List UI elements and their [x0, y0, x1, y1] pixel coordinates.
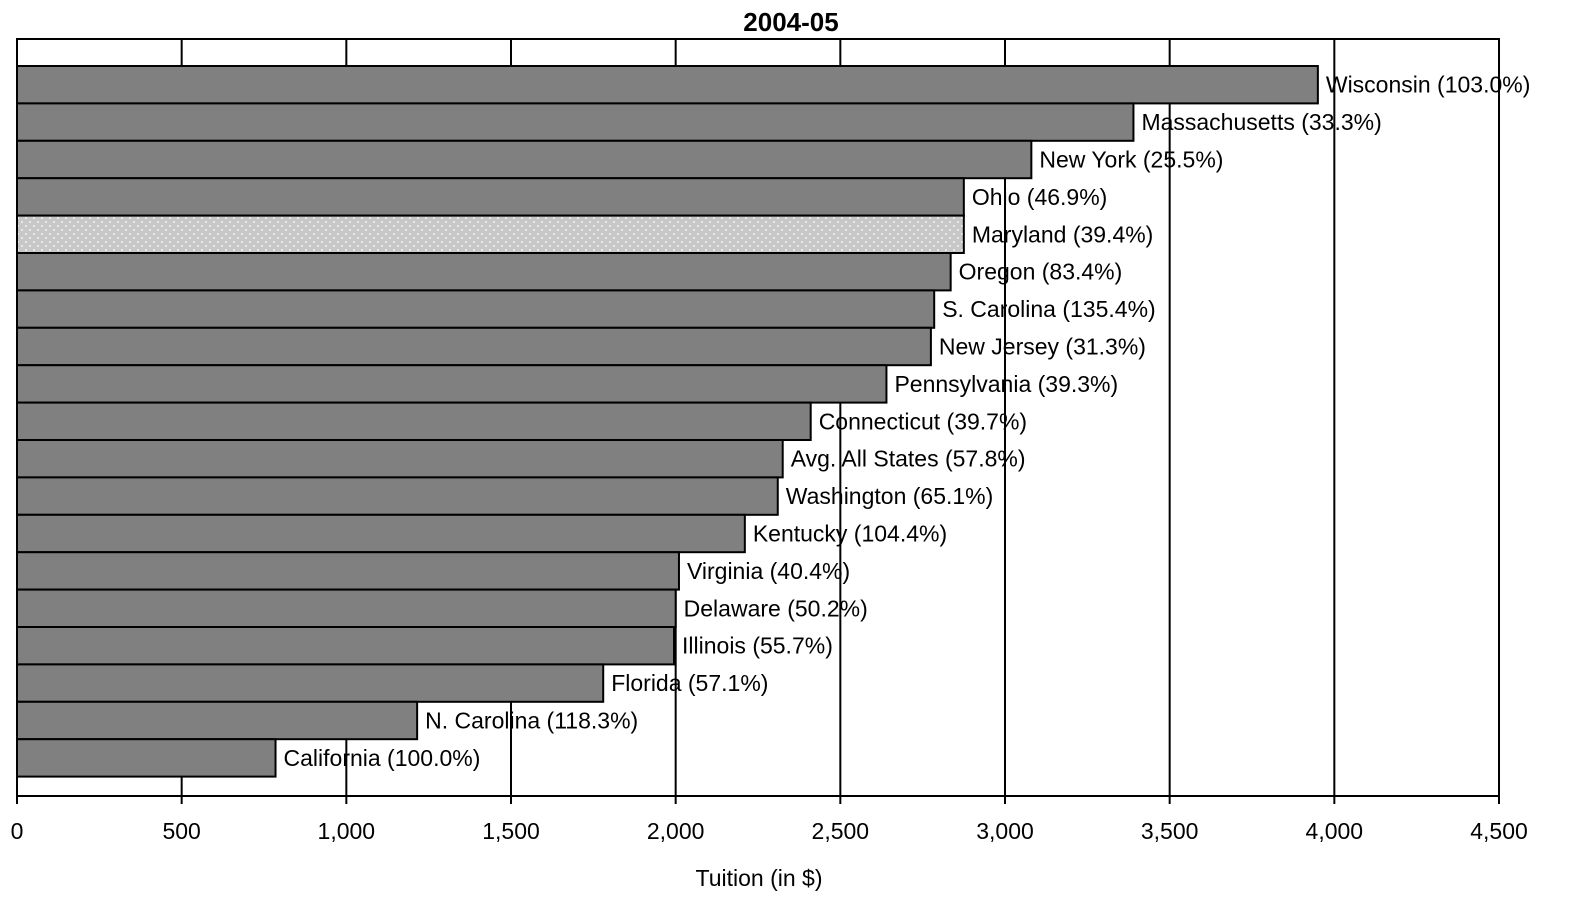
bar-labels: Wisconsin (103.0%) Massachusetts (33.3%) N…	[284, 72, 1531, 771]
bar-2	[16, 139, 1033, 180]
bar-17	[16, 700, 419, 741]
bar-label-14: Delaware (50.2%)	[684, 595, 868, 621]
bar-label-17: N. Carolina (118.3%)	[425, 708, 638, 734]
bar-7	[16, 326, 932, 367]
bar-label-6: S. Carolina (135.4%)	[942, 296, 1156, 322]
bar-12	[16, 513, 746, 554]
bar-label-16: Florida (57.1%)	[611, 670, 768, 696]
bar-label-13: Virginia (40.4%)	[687, 558, 850, 584]
bar-8	[16, 364, 888, 404]
plot-frame	[16, 38, 1500, 797]
x-tick-label-3: 1,500	[482, 818, 540, 844]
bar-13	[16, 551, 680, 591]
bar-15	[16, 626, 676, 666]
bar-label-5: Oregon (83.4%)	[959, 259, 1123, 285]
x-tick-label-0: 0	[11, 818, 24, 844]
bar-label-0: Wisconsin (103.0%)	[1326, 72, 1531, 98]
bar-11	[16, 476, 779, 516]
bar-label-4: Maryland (39.4%)	[972, 221, 1154, 247]
bar-16	[16, 663, 605, 703]
bar-0	[16, 65, 1319, 105]
x-axis-title: Tuition (in $)	[696, 865, 823, 891]
bar-label-2: New York (25.5%)	[1039, 147, 1223, 173]
bar-18	[16, 738, 277, 778]
x-tick-label-5: 2,500	[812, 818, 870, 844]
x-tick-label-4: 2,000	[647, 818, 705, 844]
bar-10	[16, 439, 784, 479]
bar-label-12: Kentucky (104.4%)	[753, 521, 947, 547]
x-tick-label-1: 500	[162, 818, 200, 844]
bar-6	[16, 289, 936, 329]
x-tick-label-9: 4,500	[1470, 818, 1528, 844]
bar-label-11: Washington (65.1%)	[786, 483, 994, 509]
bar-3	[16, 177, 965, 217]
bar-label-15: Illinois (55.7%)	[682, 633, 833, 659]
bar-14	[16, 588, 677, 628]
bar-5	[16, 252, 952, 292]
bar-label-18: California (100.0%)	[284, 745, 481, 771]
bar-label-10: Avg. All States (57.8%)	[791, 446, 1026, 472]
bar-label-7: New Jersey (31.3%)	[939, 334, 1146, 360]
plot-border	[16, 38, 1500, 797]
bar-label-9: Connecticut (39.7%)	[819, 408, 1027, 434]
bar-label-8: Pennsylvania (39.3%)	[894, 371, 1118, 397]
bar-label-3: Ohio (46.9%)	[972, 184, 1108, 210]
x-axis-ticks: 0 500 1,000 1,500 2,000 2,500 3,000 3,500 4,000 4…	[11, 796, 1528, 844]
x-tick-label-7: 3,500	[1141, 818, 1199, 844]
bar-label-1: Massachusetts (33.3%)	[1141, 109, 1381, 135]
bars	[16, 65, 1319, 778]
x-tick-label-6: 3,000	[976, 818, 1034, 844]
x-tick-label-8: 4,000	[1306, 818, 1364, 844]
chart-title: 2004-05	[743, 7, 838, 37]
bar-9	[16, 401, 812, 442]
x-tick-label-2: 1,000	[318, 818, 376, 844]
bar-1	[16, 102, 1135, 142]
bar-4	[16, 214, 965, 255]
